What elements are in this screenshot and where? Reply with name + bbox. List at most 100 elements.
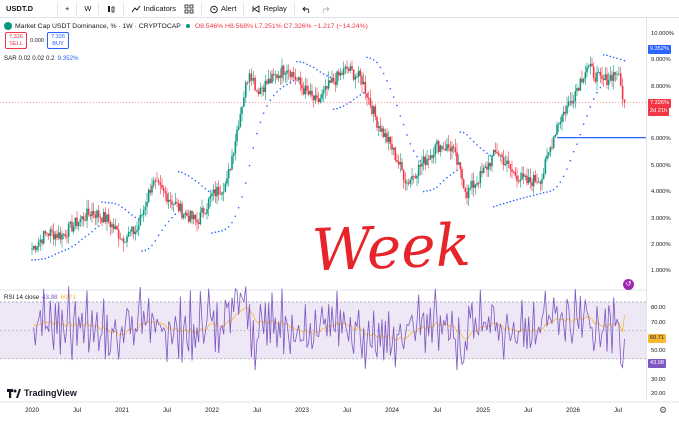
candle-body — [171, 201, 173, 205]
sar-dot — [462, 131, 465, 134]
candle-body — [536, 181, 538, 183]
sar-dot — [44, 257, 47, 260]
redo-button[interactable] — [316, 0, 334, 18]
sar-dot — [339, 106, 342, 109]
candle-body — [559, 121, 562, 124]
candle-body — [387, 136, 390, 142]
sar-price-tag: 9.352% — [648, 45, 671, 54]
price-scale[interactable]: 10.000% 9.000% 8.000% 6.000% 5.000% 4.00… — [646, 18, 679, 399]
sar-dot — [184, 173, 187, 176]
time-label: Jul — [73, 407, 81, 414]
candle-body — [456, 152, 458, 165]
time-label: 2024 — [385, 407, 399, 414]
replay-label: Replay — [263, 4, 287, 13]
candle-body — [302, 88, 305, 95]
candle-body — [197, 222, 200, 225]
sar-dot — [526, 196, 528, 198]
sell-button[interactable]: 7.326 SELL — [5, 32, 27, 49]
undo-button[interactable] — [298, 0, 316, 18]
candle-body — [521, 173, 523, 180]
candle-body — [522, 173, 525, 177]
candles-icon — [108, 5, 115, 12]
candle-body — [176, 202, 178, 204]
candle-body — [129, 231, 132, 233]
alert-label: Alert — [221, 4, 237, 13]
candle-body — [584, 72, 587, 79]
candle-body — [136, 230, 138, 232]
sar-dot — [41, 258, 43, 260]
candle-body — [167, 199, 170, 202]
candle-body — [546, 155, 548, 160]
sar-dot — [234, 215, 237, 218]
symbol-title[interactable]: Market Cap USDT Dominance, % · 1W · CRYP… — [15, 22, 181, 30]
gear-icon[interactable]: ⚙ — [659, 405, 668, 415]
candle-body — [287, 70, 290, 72]
candle-body — [404, 180, 407, 184]
candle-body — [261, 87, 263, 89]
candle-body — [239, 113, 242, 127]
candle-body — [506, 160, 508, 164]
sar-dot — [369, 57, 372, 59]
sar-dot — [532, 194, 535, 197]
sar-dot — [552, 188, 555, 191]
candle-body — [397, 161, 400, 165]
interval-button[interactable]: W — [80, 0, 95, 18]
chart-grid — [0, 289, 679, 403]
sar-dot — [207, 190, 210, 193]
sar-dot — [572, 150, 575, 153]
tradingview-logo[interactable]: TradingView — [7, 388, 77, 398]
chart-type-button[interactable] — [102, 0, 120, 18]
candle-body — [556, 124, 558, 135]
candle-body — [206, 209, 208, 214]
sar-dot — [319, 71, 322, 73]
candle-body — [31, 248, 33, 250]
candle-body — [281, 65, 283, 78]
sell-label: SELL — [9, 40, 23, 47]
sar-dot — [326, 74, 328, 77]
sar-dot — [456, 169, 458, 172]
candle-body — [134, 231, 137, 235]
candle-body — [469, 187, 472, 189]
candle-body — [254, 77, 256, 91]
layout-button[interactable] — [180, 0, 198, 18]
rsi-legend[interactable]: RSI 14 close 43.98 60.71 — [4, 294, 76, 301]
candle-body — [199, 212, 202, 225]
candle-body — [422, 156, 425, 164]
sar-dot — [486, 152, 488, 155]
candle-body — [284, 73, 287, 75]
alert-marker-icon[interactable]: ↺ — [623, 279, 634, 290]
time-label: 2026 — [566, 407, 580, 414]
candle-body — [316, 95, 318, 99]
candle-body — [427, 159, 430, 160]
buy-button[interactable]: 7.326 BUY — [47, 32, 69, 49]
time-scale[interactable]: 2020 Jul 2021 Jul 2022 Jul 2023 Jul 2024… — [0, 403, 646, 421]
replay-button[interactable]: Replay — [247, 0, 290, 18]
candle-body — [331, 77, 333, 83]
sar-legend[interactable]: SAR 0.02 0.02 0.2 9.352% — [4, 55, 79, 62]
alert-button[interactable]: Alert — [205, 0, 240, 18]
indicators-button[interactable]: Indicators — [127, 0, 180, 18]
time-label: 2021 — [115, 407, 129, 414]
candle-body — [474, 184, 477, 188]
price-tick: 5.000% — [651, 163, 671, 169]
candle-body — [496, 151, 498, 153]
sar-dot — [556, 185, 558, 188]
sar-dot — [211, 232, 213, 234]
candle-body — [289, 71, 292, 78]
horizontal-line — [0, 102, 646, 139]
sar-dot — [382, 72, 385, 75]
candle-body — [324, 86, 327, 91]
sar-dot — [582, 123, 585, 126]
main-legend: Market Cap USDT Dominance, % · 1W · CRYP… — [4, 22, 368, 30]
candle-body — [596, 72, 598, 82]
divider — [293, 2, 295, 15]
candle-body — [321, 93, 323, 99]
candle-body — [432, 154, 435, 158]
sar-dot — [359, 94, 362, 96]
candle-body — [606, 74, 608, 85]
symbol-search-button[interactable]: USDT.D — [0, 0, 54, 18]
candle-body — [334, 81, 337, 85]
add-symbol-button[interactable]: + — [61, 0, 73, 18]
candle-body — [597, 72, 600, 73]
